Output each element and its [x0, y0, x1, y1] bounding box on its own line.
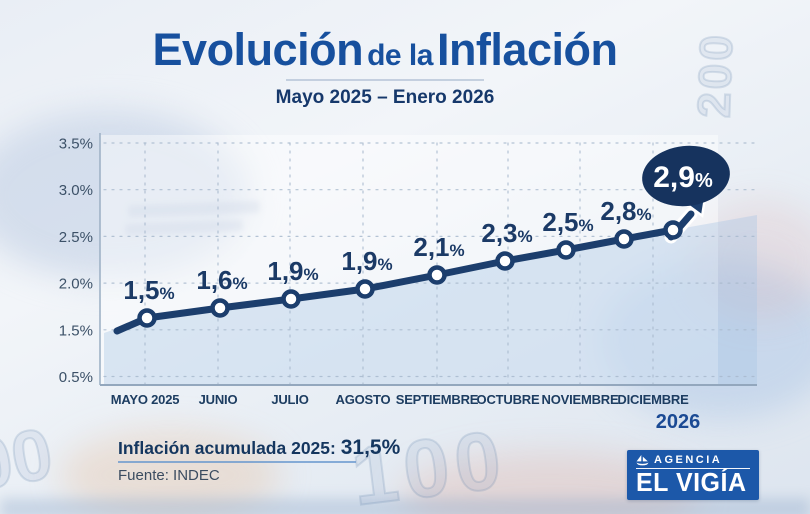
accumulated-inflation: Inflación acumulada 2025: 31,5%	[118, 436, 401, 459]
data-point-label: 2,3%	[481, 218, 532, 248]
data-point-label: 1,5%	[123, 275, 174, 305]
y-tick-label: 3.5%	[59, 136, 93, 153]
title-underline	[286, 79, 484, 81]
data-point-label: 2,8%	[600, 196, 651, 226]
plot-area	[100, 135, 718, 385]
accumulated-inflation-label: Inflación acumulada 2025:	[118, 438, 336, 458]
title-word-evolucion: Evolución	[152, 24, 364, 75]
source-note: Fuente: INDEC	[118, 467, 220, 484]
page-title: Evolución de laInflación	[0, 26, 770, 73]
x-tick-label: SEPTIEMBRE	[396, 392, 479, 407]
y-tick-label: 0.5%	[59, 369, 93, 386]
logo-top-row: AGENCIA	[636, 454, 750, 469]
highlight-bubble	[642, 145, 730, 207]
data-point-label: 2,5%	[542, 207, 593, 237]
title-word-de-la: de la	[367, 39, 433, 72]
y-tick-label: 3.0%	[59, 182, 93, 199]
data-point-marker	[427, 265, 447, 285]
data-point-marker	[281, 289, 301, 309]
y-tick-label: 2.5%	[59, 229, 93, 246]
data-point-marker	[556, 240, 576, 260]
y-tick-label: 1.5%	[59, 322, 93, 339]
chart-footer: Inflación acumulada 2025: 31,5% Fuente: …	[118, 436, 401, 484]
logo-name: EL VIGÍA	[636, 467, 747, 498]
x-tick-label: NOVIEMBRE	[542, 392, 619, 407]
inflation-line	[113, 226, 677, 335]
data-point-label: 1,6%	[196, 265, 247, 295]
chart-header: Evolución de laInflación Mayo 2025 – Ener…	[0, 26, 770, 109]
el-vigia-logo: AGENCIA EL VIGÍA	[627, 450, 759, 500]
y-tick-label: 2.0%	[59, 276, 93, 293]
area-fill	[104, 215, 757, 385]
data-point-marker	[210, 298, 230, 318]
x-tick-label: JULIO	[271, 392, 308, 407]
data-point-marker	[495, 251, 515, 271]
logo-agency-label: AGENCIA	[654, 454, 723, 466]
x-tick-label: DICIEMBRE	[617, 392, 689, 407]
year-label: 2026	[656, 411, 701, 433]
x-tick-label: MAYO 2025	[111, 392, 180, 407]
footer-underline	[118, 461, 356, 463]
data-point-label: 2,1%	[413, 232, 464, 262]
data-point-marker	[355, 279, 375, 299]
data-point-label: 1,9%	[267, 256, 318, 286]
data-point-marker	[614, 229, 634, 249]
x-tick-label: JUNIO	[199, 392, 238, 407]
accumulated-inflation-value: 31,5%	[340, 436, 401, 459]
x-tick-label: OCTUBRE	[477, 392, 540, 407]
data-point-label: 1,9%	[341, 246, 392, 276]
data-point-marker	[137, 308, 157, 328]
data-point-marker	[663, 220, 683, 240]
title-word-inflacion: Inflación	[436, 24, 618, 75]
chart-subtitle: Mayo 2025 – Enero 2026	[275, 86, 495, 108]
x-tick-label: AGOSTO	[336, 392, 391, 407]
sailboat-icon	[636, 454, 649, 465]
highlight-value: 2,9%	[653, 161, 713, 194]
